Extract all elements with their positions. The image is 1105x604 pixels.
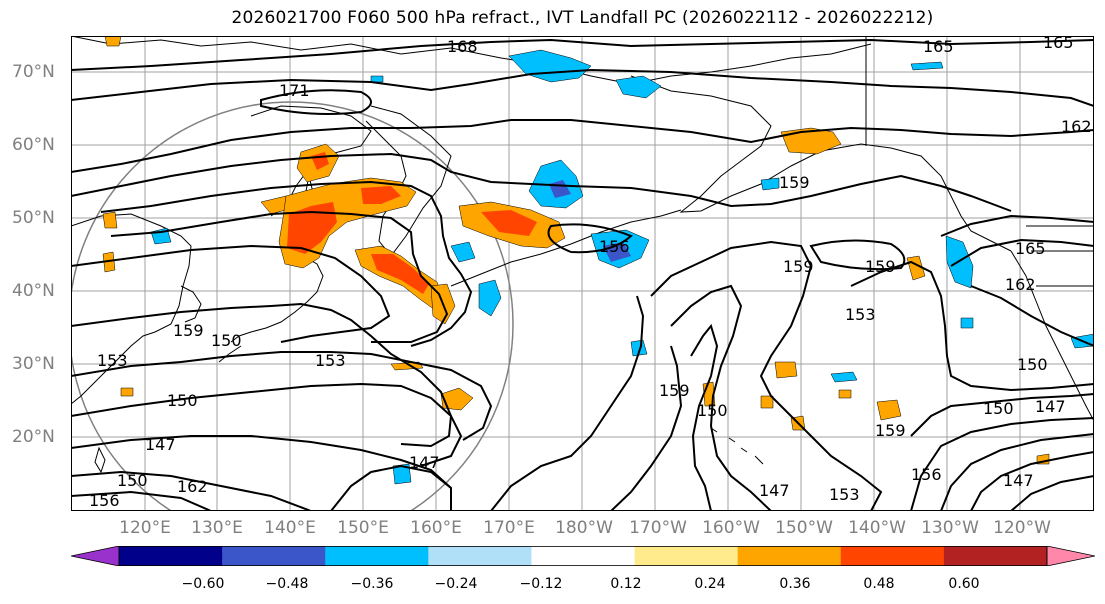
colorbar-segment xyxy=(840,546,945,566)
contour-label: 147 xyxy=(759,481,790,500)
colorbar-extend-min xyxy=(71,546,120,566)
contour-label: 150 xyxy=(117,471,148,490)
lat-label: 20°N xyxy=(12,427,55,447)
contour-label: 165 xyxy=(1043,36,1074,52)
lat-label: 40°N xyxy=(12,281,55,301)
contour-label: 153 xyxy=(315,351,346,370)
map-title: 2026021700 F060 500 hPa refract., IVT La… xyxy=(231,8,934,28)
lon-label: 150°E xyxy=(337,518,389,538)
contour-label: 162 xyxy=(1005,275,1036,294)
contour-label: 156 xyxy=(89,491,120,510)
contour-label: 171 xyxy=(279,81,310,100)
colorbar-segment xyxy=(634,546,739,566)
colorbar-segment xyxy=(325,546,429,566)
colorbar-segment xyxy=(222,546,326,566)
contour-label: 153 xyxy=(829,485,860,504)
contour-label: 150 xyxy=(1017,355,1048,374)
colorbar-tick-label: 0.48 xyxy=(863,576,895,592)
contour-label: 159 xyxy=(865,257,896,276)
colorbar-segment xyxy=(119,546,223,566)
contour-label-group: 168 165 165 171 162 159 156 159 159 165 … xyxy=(89,36,1092,510)
lon-label: 120°W xyxy=(993,518,1051,538)
lon-label: 160°W xyxy=(702,518,760,538)
colorbar-tick-label: 0.24 xyxy=(694,576,726,592)
contour-label: 159 xyxy=(875,421,906,440)
colorbar-segment xyxy=(428,546,532,566)
lon-label: 170°W xyxy=(629,518,687,538)
colorbar-segment xyxy=(531,546,636,566)
contour-label: 162 xyxy=(177,477,208,496)
colorbar-tick-label: −0.12 xyxy=(519,576,563,592)
colorbar-extend-max xyxy=(1046,546,1095,566)
lon-label: 180°W xyxy=(555,518,613,538)
lon-label: 150°W xyxy=(775,518,833,538)
lon-label: 160°E xyxy=(410,518,462,538)
colorbar-tick-label: −0.36 xyxy=(350,576,394,592)
colorbar-outline xyxy=(118,546,1048,566)
height-contours xyxy=(71,38,1094,511)
contour-label: 147 xyxy=(145,435,176,454)
lon-label: 130°W xyxy=(921,518,979,538)
colorbar-tick-label: −0.60 xyxy=(181,576,225,592)
lat-label: 60°N xyxy=(12,135,55,155)
contour-label: 165 xyxy=(923,37,954,56)
contour-label: 159 xyxy=(783,257,814,276)
map-panel[interactable]: 168 165 165 171 162 159 156 159 159 165 … xyxy=(71,36,1094,511)
lon-label: 120°E xyxy=(119,518,171,538)
lat-label: 50°N xyxy=(12,208,55,228)
contour-label: 150 xyxy=(983,399,1014,418)
graticule xyxy=(71,36,1094,511)
colorbar xyxy=(71,546,1095,566)
contour-label: 150 xyxy=(697,401,728,420)
lon-label: 140°E xyxy=(264,518,316,538)
contour-label: 153 xyxy=(97,351,128,370)
contour-label: 159 xyxy=(779,173,810,192)
contour-label: 147 xyxy=(1003,471,1034,490)
contour-label: 150 xyxy=(167,391,198,410)
landfall-radius-circle xyxy=(71,101,514,511)
contour-label: 147 xyxy=(409,453,440,472)
lat-label: 70°N xyxy=(12,62,55,82)
contour-label: 156 xyxy=(911,465,942,484)
contour-label: 168 xyxy=(447,37,478,56)
lon-label: 170°E xyxy=(483,518,535,538)
ivt-anomaly-fill xyxy=(102,36,1094,485)
lon-label: 140°W xyxy=(848,518,906,538)
contour-label: 147 xyxy=(1035,397,1066,416)
colorbar-tick-label: 0.36 xyxy=(779,576,811,592)
lon-label: 130°E xyxy=(191,518,243,538)
colorbar-segment xyxy=(943,546,1048,566)
colorbar-tick-label: −0.48 xyxy=(265,576,309,592)
lat-label: 30°N xyxy=(12,354,55,374)
colorbar-tick-label: 0.12 xyxy=(610,576,642,592)
contour-label: 156 xyxy=(599,237,630,256)
contour-label: 162 xyxy=(1061,117,1092,136)
contour-label: 159 xyxy=(659,381,690,400)
contour-label: 150 xyxy=(211,331,242,350)
map-canvas: 168 165 165 171 162 159 156 159 159 165 … xyxy=(71,36,1094,511)
contour-label: 153 xyxy=(845,305,876,324)
contour-label: 159 xyxy=(173,321,204,340)
contour-label: 165 xyxy=(1015,239,1046,258)
colorbar-segment xyxy=(737,546,842,566)
colorbar-tick-label: −0.24 xyxy=(434,576,478,592)
colorbar-tick-label: 0.60 xyxy=(948,576,980,592)
